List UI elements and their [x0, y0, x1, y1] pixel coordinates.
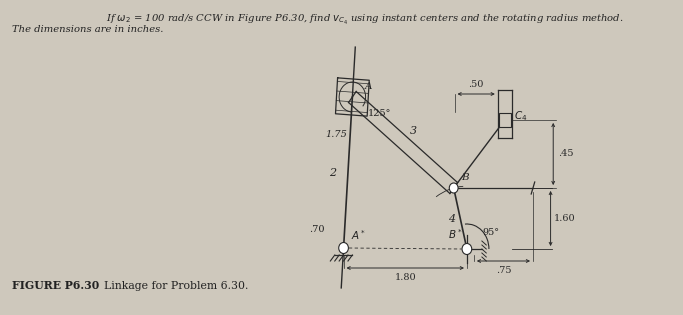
Text: A: A [365, 82, 372, 91]
Text: $C_4$: $C_4$ [514, 109, 527, 123]
Circle shape [449, 183, 458, 193]
Text: $A^*$: $A^*$ [350, 228, 366, 242]
Text: Linkage for Problem 6.30.: Linkage for Problem 6.30. [104, 281, 249, 291]
Text: FIGURE P6.30: FIGURE P6.30 [12, 280, 100, 291]
Text: 2: 2 [329, 168, 335, 177]
Text: 1.80: 1.80 [394, 273, 416, 282]
Text: .75: .75 [496, 266, 511, 275]
Text: 1.60: 1.60 [554, 214, 576, 223]
Text: 125°: 125° [368, 109, 391, 118]
Text: $B^*$: $B^*$ [448, 227, 462, 241]
Circle shape [339, 243, 348, 254]
Text: .50: .50 [469, 80, 484, 89]
Text: 4: 4 [448, 214, 455, 224]
Text: .45: .45 [557, 150, 573, 158]
Bar [499, 113, 511, 127]
Circle shape [462, 243, 472, 255]
Text: 1.75: 1.75 [326, 130, 348, 139]
Text: If $\omega_2$ = 100 rad/s CCW in Figure P6.30, find $v_{C_4}$ using instant cent: If $\omega_2$ = 100 rad/s CCW in Figure … [106, 13, 624, 27]
Text: 95°: 95° [483, 228, 500, 237]
Text: .70: .70 [309, 226, 325, 234]
Text: B: B [461, 173, 469, 182]
Text: 3: 3 [410, 125, 417, 135]
Text: The dimensions are in inches.: The dimensions are in inches. [12, 25, 164, 34]
